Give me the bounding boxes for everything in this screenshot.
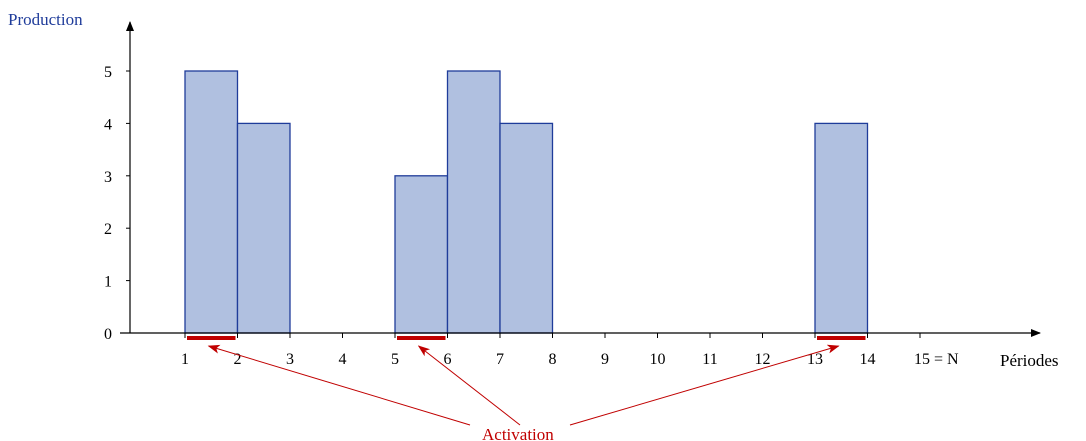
y-ticks-group: 0 1 2 3 4 5 [104,64,130,343]
activation-arrows-group [207,344,840,426]
x-tick-label: 3 [286,351,294,368]
bar-4 [499,122,554,334]
x-tick-label: 10 [650,351,666,368]
x-tick-label: 11 [702,351,717,368]
x-tick-label: 14 [860,351,876,368]
bar-1 [236,122,291,334]
x-tick-label: 6 [444,351,452,368]
y-tick-label: 0 [104,326,112,343]
bar-0 [184,70,239,334]
x-tick-label: 9 [601,351,609,368]
x-tick-label: 13 [807,351,823,368]
x-tick-label: 5 [391,351,399,368]
x-tick-label: 4 [339,351,347,368]
x-tick-label: 2 [234,351,242,368]
x-tick-label: 12 [755,351,771,368]
y-tick-label: 3 [104,169,112,186]
activation-arrow-0 [207,344,471,426]
x-axis-label: Périodes [1000,351,1059,370]
activation-arrow-2 [569,344,840,426]
x-ticks-group: 1 2 3 4 5 6 7 8 9 10 11 12 13 14 15 = N [181,333,959,368]
x-tick-label: 8 [549,351,557,368]
x-tick-label: 1 [181,351,189,368]
y-tick-label: 4 [104,116,112,133]
bars-group [184,70,869,334]
activation-arrow-1 [417,345,521,426]
bar-3 [446,70,501,334]
activation-label: Activation [482,425,554,441]
bar-5 [814,122,869,334]
y-axis-label: Production [8,10,83,29]
y-tick-label: 2 [104,221,112,238]
y-tick-label: 5 [104,64,112,81]
x-tick-label: 7 [496,351,504,368]
x-tick-label: 15 = N [914,351,959,368]
y-tick-label: 1 [104,274,112,291]
bar-2 [394,175,449,334]
